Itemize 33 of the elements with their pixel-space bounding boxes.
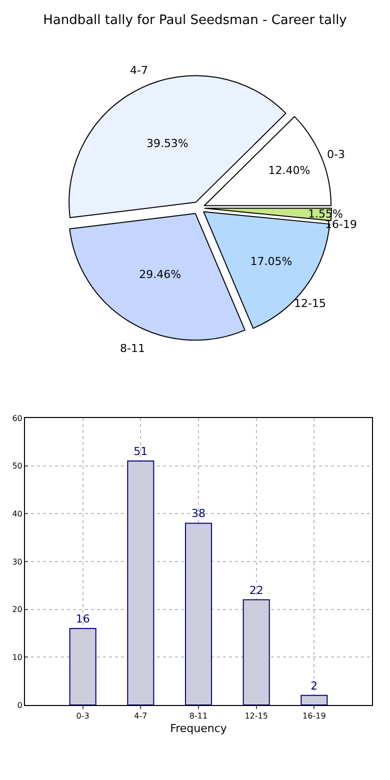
y-tick-label: 20 bbox=[12, 605, 22, 614]
slice-label: 4-7 bbox=[130, 64, 148, 77]
data-label: 22 bbox=[249, 584, 264, 597]
data-label: 39.53% bbox=[146, 137, 188, 150]
data-label: 38 bbox=[192, 507, 206, 520]
slice-label: 0-3 bbox=[327, 148, 345, 161]
bar bbox=[242, 599, 270, 705]
bar bbox=[300, 694, 328, 705]
y-tick-label: 50 bbox=[12, 462, 22, 471]
y-tick-label: 0 bbox=[17, 700, 22, 710]
bar bbox=[127, 460, 154, 705]
x-tick-label: 0-3 bbox=[76, 712, 90, 721]
y-tick-label: 40 bbox=[12, 509, 22, 518]
y-tick-label: 10 bbox=[12, 652, 22, 662]
y-tick-label: 30 bbox=[12, 557, 22, 566]
slice-label: 16-19 bbox=[325, 218, 357, 231]
bar bbox=[184, 522, 212, 705]
slice-label: 8-11 bbox=[120, 342, 145, 355]
y-tick-label: 60 bbox=[12, 414, 22, 423]
data-label: 16 bbox=[76, 612, 90, 626]
x-tick-label: 16-19 bbox=[302, 712, 326, 721]
data-label: 12.40% bbox=[268, 164, 310, 178]
data-label: 17.05% bbox=[250, 254, 292, 268]
chart-title: Handball tally for Paul Seedsman - Career tally bbox=[43, 13, 348, 28]
bar bbox=[69, 628, 96, 705]
data-label: 51 bbox=[134, 445, 148, 458]
data-label: 2 bbox=[310, 679, 318, 692]
x-tick-label: 8-11 bbox=[189, 712, 208, 721]
x-tick-label: 12-15 bbox=[244, 712, 268, 721]
data-label: 29.46% bbox=[139, 268, 182, 281]
slice-label: 12-15 bbox=[294, 297, 326, 310]
x-tick-label: 4-7 bbox=[134, 712, 148, 721]
x-axis-title: Frequency bbox=[170, 722, 228, 735]
